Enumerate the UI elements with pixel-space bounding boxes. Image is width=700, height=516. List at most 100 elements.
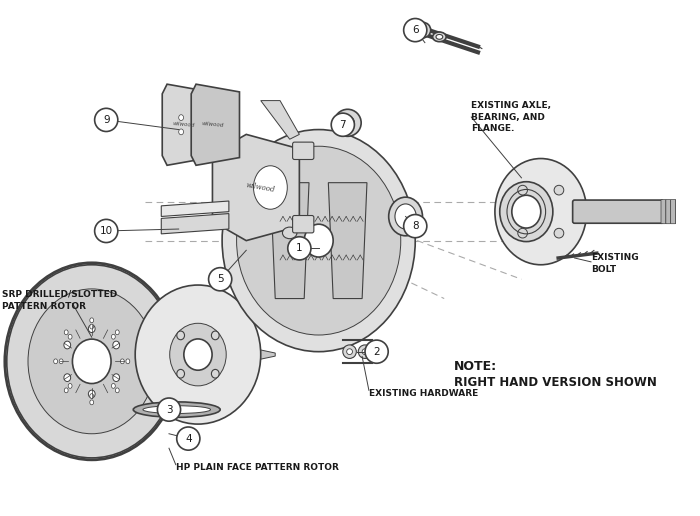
Ellipse shape — [389, 197, 423, 236]
Circle shape — [362, 349, 368, 354]
Ellipse shape — [178, 115, 183, 121]
Text: 4: 4 — [185, 433, 192, 444]
Ellipse shape — [283, 227, 297, 239]
Text: 2: 2 — [373, 347, 380, 357]
Text: 10: 10 — [99, 226, 113, 236]
Circle shape — [365, 340, 388, 363]
Text: wilwood: wilwood — [201, 121, 224, 128]
Circle shape — [358, 345, 372, 359]
Text: 9: 9 — [103, 115, 109, 125]
Text: 7: 7 — [340, 120, 346, 130]
Ellipse shape — [54, 359, 57, 364]
Ellipse shape — [178, 129, 183, 135]
Ellipse shape — [120, 359, 125, 364]
Polygon shape — [161, 214, 229, 234]
FancyBboxPatch shape — [666, 200, 671, 224]
Ellipse shape — [253, 166, 287, 209]
Ellipse shape — [68, 383, 72, 389]
Text: SRP DRILLED/SLOTTED: SRP DRILLED/SLOTTED — [2, 289, 117, 298]
Polygon shape — [183, 334, 275, 376]
Ellipse shape — [211, 369, 219, 378]
Circle shape — [94, 108, 118, 132]
Ellipse shape — [64, 374, 71, 381]
Ellipse shape — [126, 359, 130, 364]
Text: PATTERN ROTOR: PATTERN ROTOR — [2, 302, 86, 311]
Text: 5: 5 — [217, 274, 223, 284]
Ellipse shape — [28, 289, 155, 434]
Ellipse shape — [90, 318, 94, 322]
Circle shape — [415, 22, 430, 38]
Ellipse shape — [304, 224, 333, 257]
Polygon shape — [212, 134, 300, 240]
Ellipse shape — [211, 331, 219, 340]
Ellipse shape — [113, 341, 120, 349]
FancyBboxPatch shape — [671, 200, 676, 224]
Ellipse shape — [111, 383, 116, 389]
Text: HP PLAIN FACE PATTERN ROTOR: HP PLAIN FACE PATTERN ROTOR — [176, 463, 339, 472]
FancyBboxPatch shape — [685, 200, 690, 224]
Ellipse shape — [177, 331, 185, 340]
Circle shape — [518, 228, 527, 238]
Circle shape — [404, 19, 427, 42]
Text: wilwood: wilwood — [172, 121, 195, 128]
Ellipse shape — [7, 265, 176, 458]
Circle shape — [209, 268, 232, 291]
Circle shape — [158, 398, 181, 421]
Ellipse shape — [433, 32, 446, 42]
Ellipse shape — [116, 330, 119, 335]
Circle shape — [94, 219, 118, 243]
FancyBboxPatch shape — [690, 200, 695, 224]
Ellipse shape — [113, 374, 120, 381]
Polygon shape — [260, 101, 300, 139]
Circle shape — [331, 113, 354, 136]
Polygon shape — [328, 183, 367, 299]
Circle shape — [288, 237, 311, 260]
Ellipse shape — [512, 195, 541, 228]
FancyBboxPatch shape — [676, 200, 680, 224]
Ellipse shape — [88, 325, 95, 332]
Text: RIGHT HAND VERSION SHOWN: RIGHT HAND VERSION SHOWN — [454, 376, 657, 389]
Ellipse shape — [169, 324, 226, 386]
Ellipse shape — [90, 394, 94, 398]
FancyBboxPatch shape — [695, 200, 699, 224]
Circle shape — [341, 116, 354, 130]
Ellipse shape — [60, 359, 63, 364]
Ellipse shape — [68, 334, 72, 339]
Ellipse shape — [72, 339, 111, 383]
Circle shape — [404, 215, 427, 238]
Text: FLANGE.: FLANGE. — [471, 124, 514, 133]
Ellipse shape — [436, 35, 443, 39]
Ellipse shape — [135, 285, 260, 424]
FancyBboxPatch shape — [293, 142, 314, 159]
Polygon shape — [191, 84, 239, 165]
FancyBboxPatch shape — [293, 216, 314, 233]
FancyBboxPatch shape — [573, 200, 664, 223]
Polygon shape — [270, 183, 309, 299]
Ellipse shape — [88, 390, 95, 398]
Text: NOTE:: NOTE: — [454, 360, 497, 373]
Circle shape — [554, 185, 564, 195]
Text: 8: 8 — [412, 221, 419, 231]
FancyBboxPatch shape — [661, 200, 666, 224]
Ellipse shape — [64, 388, 68, 393]
Ellipse shape — [111, 334, 116, 339]
Ellipse shape — [237, 146, 401, 335]
Polygon shape — [162, 84, 211, 165]
Ellipse shape — [495, 158, 587, 265]
Circle shape — [343, 345, 356, 359]
Text: EXISTING HARDWARE: EXISTING HARDWARE — [369, 389, 478, 398]
Ellipse shape — [500, 182, 553, 241]
Text: wilwood: wilwood — [246, 181, 276, 194]
Text: 1: 1 — [296, 244, 302, 253]
Ellipse shape — [177, 369, 185, 378]
Ellipse shape — [395, 204, 416, 229]
Circle shape — [554, 228, 564, 238]
Polygon shape — [161, 201, 229, 217]
Circle shape — [334, 109, 361, 136]
Ellipse shape — [64, 341, 71, 349]
Text: 6: 6 — [412, 25, 419, 35]
Ellipse shape — [222, 130, 415, 352]
Text: BEARING, AND: BEARING, AND — [471, 112, 545, 121]
Ellipse shape — [64, 330, 68, 335]
Ellipse shape — [133, 402, 220, 417]
